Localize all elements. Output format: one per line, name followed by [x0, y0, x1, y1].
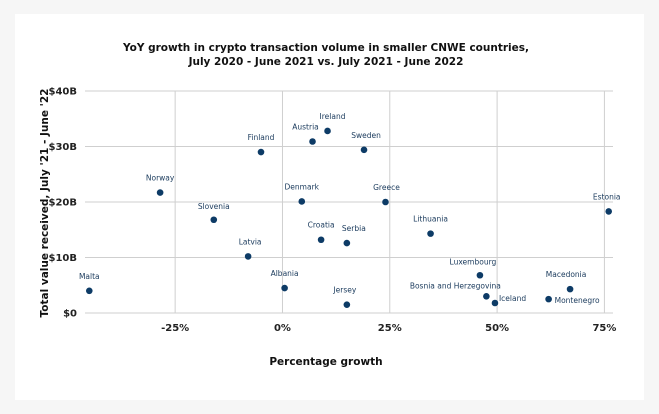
x-tick-label: -25% — [161, 323, 189, 334]
y-tick-label: $0 — [63, 309, 77, 320]
point-slovenia — [210, 216, 218, 224]
point-label-estonia: Estonia — [593, 192, 621, 201]
scatter-chart: YoY growth in crypto transaction volume … — [39, 42, 621, 368]
chart-title-line-1: YoY growth in crypto transaction volume … — [122, 42, 529, 54]
point-luxembourg — [476, 271, 484, 279]
point-label-denmark: Denmark — [285, 182, 320, 191]
y-axis-title: Total value received, July '21 - June '2… — [39, 89, 51, 318]
x-tick-label: 50% — [485, 323, 509, 334]
y-tick-label: $40B — [49, 87, 78, 98]
point-label-luxembourg: Luxembourg — [450, 257, 497, 266]
point-label-latvia: Latvia — [239, 237, 262, 246]
chart-title-line-2: July 2020 - June 2021 vs. July 2021 - Ju… — [188, 56, 464, 68]
point-label-montenegro: Montenegro — [555, 296, 600, 305]
chart-card: YoY growth in crypto transaction volume … — [15, 14, 644, 400]
y-tick-label: $10B — [49, 253, 78, 264]
point-iceland — [491, 299, 499, 307]
point-lithuania — [427, 230, 434, 237]
point-finland — [257, 148, 265, 156]
point-montenegro — [545, 295, 552, 303]
point-label-austria: Austria — [292, 123, 319, 132]
x-tick-label: 0% — [274, 323, 291, 334]
point-label-norway: Norway — [146, 174, 175, 183]
point-sweden — [360, 146, 368, 154]
point-albania — [281, 284, 288, 292]
point-label-greece: Greece — [373, 183, 400, 192]
point-jersey — [343, 301, 351, 308]
point-denmark — [298, 198, 306, 205]
x-tick-label: 25% — [378, 323, 402, 334]
point-label-malta: Malta — [79, 272, 100, 281]
point-austria — [309, 138, 316, 145]
point-label-ireland: Ireland — [320, 112, 346, 121]
point-malta — [85, 287, 93, 295]
x-axis-title: Percentage growth — [269, 356, 382, 368]
point-label-finland: Finland — [248, 133, 275, 142]
point-greece — [382, 198, 389, 206]
point-label-bosnia-and-herzegovina: Bosnia and Herzegovina — [410, 281, 501, 290]
point-label-albania: Albania — [271, 269, 299, 278]
data-points: Malta Norway Slovenia Latvia Finland Albania D… — [79, 112, 621, 308]
y-tick-label: $20B — [49, 198, 78, 209]
gridlines — [85, 90, 613, 314]
point-latvia — [244, 253, 252, 260]
tick-labels: $0 $10B $20B $30B $40B -25% 0% 25% 50% 75% — [49, 87, 617, 335]
point-label-macedonia: Macedonia — [546, 270, 587, 279]
point-label-croatia: Croatia — [308, 221, 335, 230]
point-norway — [156, 189, 164, 196]
point-ireland — [324, 127, 331, 135]
point-label-jersey: Jersey — [332, 286, 356, 295]
point-estonia — [605, 208, 613, 215]
point-label-serbia: Serbia — [342, 224, 366, 233]
point-macedonia — [566, 285, 574, 293]
point-label-lithuania: Lithuania — [413, 215, 448, 224]
point-label-slovenia: Slovenia — [198, 202, 230, 211]
point-label-iceland: Iceland — [499, 294, 526, 303]
point-label-sweden: Sweden — [351, 131, 381, 140]
point-bosnia-and-herzegovina — [483, 293, 490, 300]
point-serbia — [343, 239, 351, 247]
x-tick-label: 75% — [592, 323, 616, 334]
point-croatia — [317, 236, 325, 244]
y-tick-label: $30B — [49, 142, 78, 153]
